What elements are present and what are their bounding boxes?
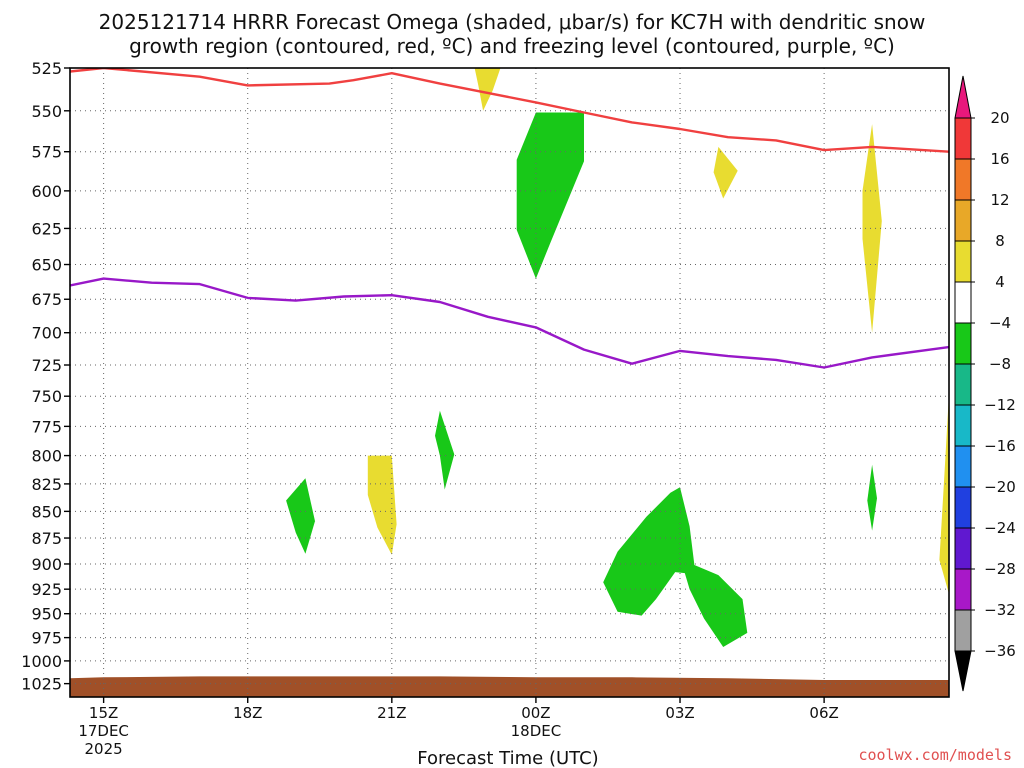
- y-tick-label-750: 750: [31, 387, 62, 406]
- omega-region-positive-6: [367, 455, 397, 555]
- omega-region-positive-2: [713, 146, 738, 199]
- colorbar-label-1: 16: [990, 150, 1009, 168]
- y-tick-label-950: 950: [31, 605, 62, 624]
- y-tick-label-525: 525: [31, 59, 62, 78]
- omega-region-positive-4: [939, 393, 949, 595]
- colorbar-label-5: −4: [989, 314, 1011, 332]
- colorbar-label-7: −12: [984, 396, 1016, 414]
- colorbar-label-12: −32: [984, 601, 1016, 619]
- title-line-2: growth region (contoured, red, ºC) and f…: [129, 34, 895, 58]
- y-tick-label-900: 900: [31, 555, 62, 574]
- y-tick-label-625: 625: [31, 219, 62, 238]
- colorbar-swatch-4: [954, 281, 972, 324]
- colorbar-swatch-9: [954, 486, 972, 529]
- colorbar-label-6: −8: [989, 355, 1011, 373]
- colorbar-label-9: −20: [984, 478, 1016, 496]
- x-tick-label-15: 15Z: [89, 704, 118, 722]
- y-tick-label-825: 825: [31, 475, 62, 494]
- x-tick-label-18: 18Z: [233, 704, 262, 722]
- y-axis: 525 550 575 600 625 650 675 700 725 750 775 800 825 8…: [21, 59, 70, 694]
- omega-region-negative-9: [867, 464, 877, 531]
- x-axis-label: Forecast Time (UTC): [417, 748, 598, 768]
- y-tick-label-875: 875: [31, 529, 62, 548]
- colorbar-top-arrow: [954, 75, 972, 119]
- freezing-level-contour: [70, 277, 949, 369]
- colorbar-label-13: −36: [984, 642, 1016, 660]
- omega-region-positive-3: [862, 124, 882, 333]
- colorbar-swatch-8: [954, 445, 972, 488]
- colorbar-label-10: −24: [984, 519, 1016, 537]
- colorbar-swatch-2: [954, 199, 972, 242]
- y-tick-label-725: 725: [31, 356, 62, 375]
- colorbar-swatch-7: [954, 404, 972, 447]
- y-tick-label-800: 800: [31, 447, 62, 466]
- y-tick-label-675: 675: [31, 290, 62, 309]
- x-tick-year-15: 2025: [85, 740, 123, 758]
- y-tick-label-575: 575: [31, 143, 62, 162]
- x-tick-label-21: 21Z: [377, 704, 406, 722]
- colorbar: 20 16 12 8 4 −4 −8 −12 −16 −20 −24 −28 −32 −36: [954, 75, 1016, 692]
- colorbar-swatch-3: [954, 240, 972, 283]
- y-tick-label-925: 925: [31, 580, 62, 599]
- y-tick-label-550: 550: [31, 102, 62, 121]
- y-tick-label-775: 775: [31, 417, 62, 436]
- colorbar-label-2: 12: [990, 191, 1009, 209]
- y-tick-label-1025: 1025: [21, 675, 62, 694]
- plot-frame: [69, 67, 950, 698]
- colorbar-swatch-0: [954, 117, 972, 160]
- x-tick-label-27: 03Z: [665, 704, 694, 722]
- x-tick-label-30: 06Z: [809, 704, 838, 722]
- terrain-fill: [70, 676, 949, 697]
- x-tick-date-15: 17DEC: [78, 722, 129, 740]
- colorbar-bottom-arrow: [954, 650, 972, 692]
- dendritic-growth-contour: [70, 68, 949, 153]
- title-line-1: 2025121714 HRRR Forecast Omega (shaded, …: [99, 10, 926, 34]
- y-tick-label-850: 850: [31, 502, 62, 521]
- credit-text: coolwx.com/models: [858, 746, 1012, 764]
- colorbar-swatch-5: [954, 322, 972, 365]
- omega-region-negative-5: [435, 410, 455, 490]
- colorbar-label-0: 20: [990, 109, 1009, 127]
- y-tick-label-1000: 1000: [21, 652, 62, 671]
- omega-region-negative-8: [603, 487, 748, 647]
- colorbar-label-8: −16: [984, 437, 1016, 455]
- omega-region-positive-0: [474, 68, 501, 111]
- colorbar-label-4: 4: [995, 273, 1005, 291]
- colorbar-swatch-12: [954, 609, 972, 652]
- y-tick-label-650: 650: [31, 256, 62, 275]
- colorbar-swatch-1: [954, 158, 972, 201]
- plot-area: [69, 67, 950, 698]
- colorbar-label-3: 8: [995, 232, 1005, 250]
- x-tick-date-24: 18DEC: [511, 722, 562, 740]
- y-tick-label-600: 600: [31, 182, 62, 201]
- colorbar-swatch-6: [954, 363, 972, 406]
- omega-region-negative-1: [516, 112, 584, 279]
- x-tick-label-24: 00Z: [521, 704, 550, 722]
- y-tick-label-700: 700: [31, 324, 62, 343]
- colorbar-label-11: −28: [984, 560, 1016, 578]
- colorbar-swatch-10: [954, 527, 972, 570]
- omega-region-negative-7: [286, 478, 315, 554]
- colorbar-swatch-11: [954, 568, 972, 611]
- y-tick-label-975: 975: [31, 629, 62, 648]
- plot-content: [70, 68, 949, 697]
